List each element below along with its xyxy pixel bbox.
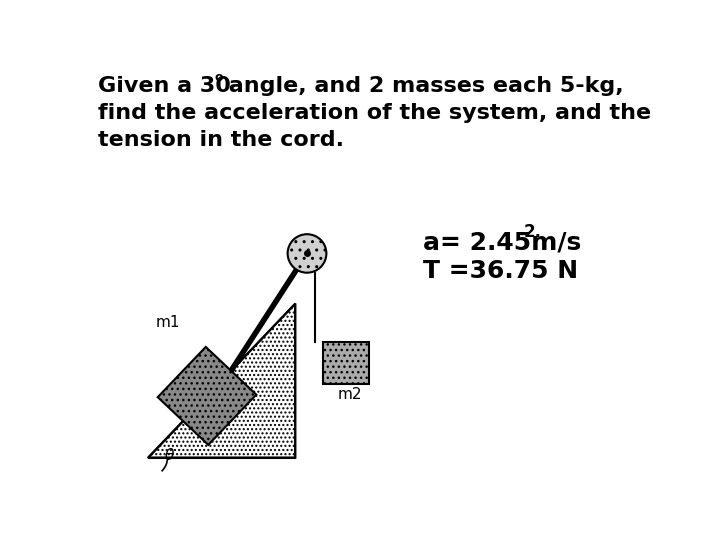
Circle shape bbox=[287, 234, 326, 273]
Text: m2: m2 bbox=[338, 387, 362, 402]
Text: tension in the cord.: tension in the cord. bbox=[98, 130, 343, 150]
Text: 2.: 2. bbox=[524, 222, 542, 241]
Text: angle, and 2 masses each 5-kg,: angle, and 2 masses each 5-kg, bbox=[221, 76, 624, 96]
Text: find the acceleration of the system, and the: find the acceleration of the system, and… bbox=[98, 103, 651, 123]
Text: o: o bbox=[215, 71, 223, 84]
Bar bbox=[323, 342, 369, 384]
Text: m1: m1 bbox=[156, 315, 181, 330]
Polygon shape bbox=[158, 347, 256, 445]
Text: T =36.75 N: T =36.75 N bbox=[423, 259, 578, 283]
Text: θ: θ bbox=[165, 448, 174, 463]
Text: Given a 30: Given a 30 bbox=[98, 76, 230, 96]
Text: a= 2.45m/s: a= 2.45m/s bbox=[423, 231, 582, 254]
